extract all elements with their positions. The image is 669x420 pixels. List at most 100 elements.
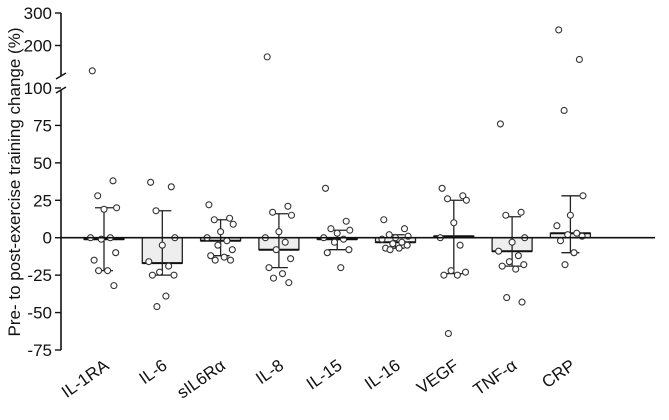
data-point [207, 252, 215, 260]
data-point [561, 261, 569, 269]
data-point [380, 216, 388, 224]
y-axis-title: Pre- to post-exercise training change (%… [5, 28, 24, 337]
data-point [156, 268, 164, 276]
data-point [228, 246, 236, 254]
data-point [110, 282, 118, 290]
data-point [403, 241, 411, 249]
data-point [502, 211, 510, 219]
data-point [496, 120, 504, 128]
data-point [498, 262, 506, 270]
data-point [508, 238, 516, 246]
data-point [226, 214, 234, 222]
data-point [333, 229, 341, 237]
data-point [94, 192, 102, 200]
data-point [287, 255, 295, 263]
x-category-label: IL-1RA [58, 355, 113, 401]
data-point [400, 225, 409, 233]
data-point [450, 219, 458, 227]
data-point [170, 271, 178, 279]
data-point [556, 237, 565, 245]
y-tick-label: 300 [24, 4, 52, 23]
axis-break-mark-lower [55, 86, 67, 94]
data-point [503, 294, 511, 302]
data-point [88, 67, 96, 75]
data-point [158, 241, 166, 249]
data-point [444, 329, 452, 338]
x-category-label: CRP [538, 356, 578, 392]
data-point [287, 211, 296, 219]
x-category-label: TNF-α [470, 356, 521, 400]
data-point [109, 177, 117, 185]
y-tick-label: 75 [33, 116, 52, 135]
data-point [210, 216, 218, 224]
data-point [327, 225, 335, 233]
data-point [461, 268, 470, 276]
data-point [514, 252, 522, 260]
data-point [229, 220, 237, 228]
data-point [517, 208, 525, 216]
data-point [453, 271, 461, 279]
y-tick-label: 200 [24, 37, 52, 56]
data-point [145, 258, 153, 266]
data-point [447, 267, 455, 275]
data-point [95, 267, 103, 275]
data-point [265, 264, 273, 272]
data-point [560, 106, 568, 115]
data-point [281, 238, 289, 246]
y-tick-label: -50 [27, 304, 52, 323]
x-category-label: IL-8 [252, 356, 287, 388]
x-category-label: IL-6 [136, 356, 171, 388]
data-point [100, 205, 108, 213]
data-point [167, 183, 175, 191]
data-point [345, 246, 353, 254]
data-point [555, 26, 563, 34]
data-point [386, 246, 394, 254]
data-point [520, 261, 528, 269]
data-point [570, 249, 578, 257]
axes [55, 13, 655, 350]
data-point [211, 256, 219, 264]
data-point [385, 231, 393, 239]
data-point [223, 237, 231, 245]
data-point [398, 238, 406, 246]
data-point [512, 265, 520, 273]
data-point [113, 204, 121, 212]
data-point [337, 264, 345, 272]
data-point [165, 262, 173, 270]
data-point [90, 256, 98, 264]
y-axis-ticks: -75 -50 -25 0 25 50 75 100 200 300 [24, 4, 61, 360]
data-point [269, 208, 277, 216]
data-point [389, 240, 397, 248]
data-point [278, 270, 287, 278]
axis-break-mark-upper [55, 72, 67, 80]
y-tick-label: 50 [33, 154, 52, 173]
data-point [153, 303, 161, 311]
data-point [220, 253, 228, 261]
data-point [323, 249, 331, 257]
data-point [553, 222, 561, 230]
y-tick-label: 100 [24, 79, 52, 98]
data-point [112, 249, 120, 257]
data-point [284, 202, 292, 210]
data-point [443, 195, 452, 203]
data-point [505, 258, 513, 266]
data-point [217, 228, 225, 236]
y-tick-label: -75 [27, 341, 52, 360]
data-point [456, 241, 464, 249]
data-point [566, 211, 574, 219]
data-point [162, 292, 170, 300]
data-point [148, 271, 156, 279]
data-point [438, 184, 446, 192]
data-point [459, 192, 467, 200]
y-tick-label: 0 [43, 229, 52, 248]
data-point [440, 271, 448, 279]
data-point [575, 55, 583, 64]
data-point [269, 274, 278, 282]
data-point [518, 298, 526, 306]
data-point [226, 256, 235, 264]
data-points [86, 26, 587, 338]
x-category-label: VEGF [413, 356, 462, 398]
data-point [272, 246, 280, 254]
data-point [104, 267, 112, 275]
